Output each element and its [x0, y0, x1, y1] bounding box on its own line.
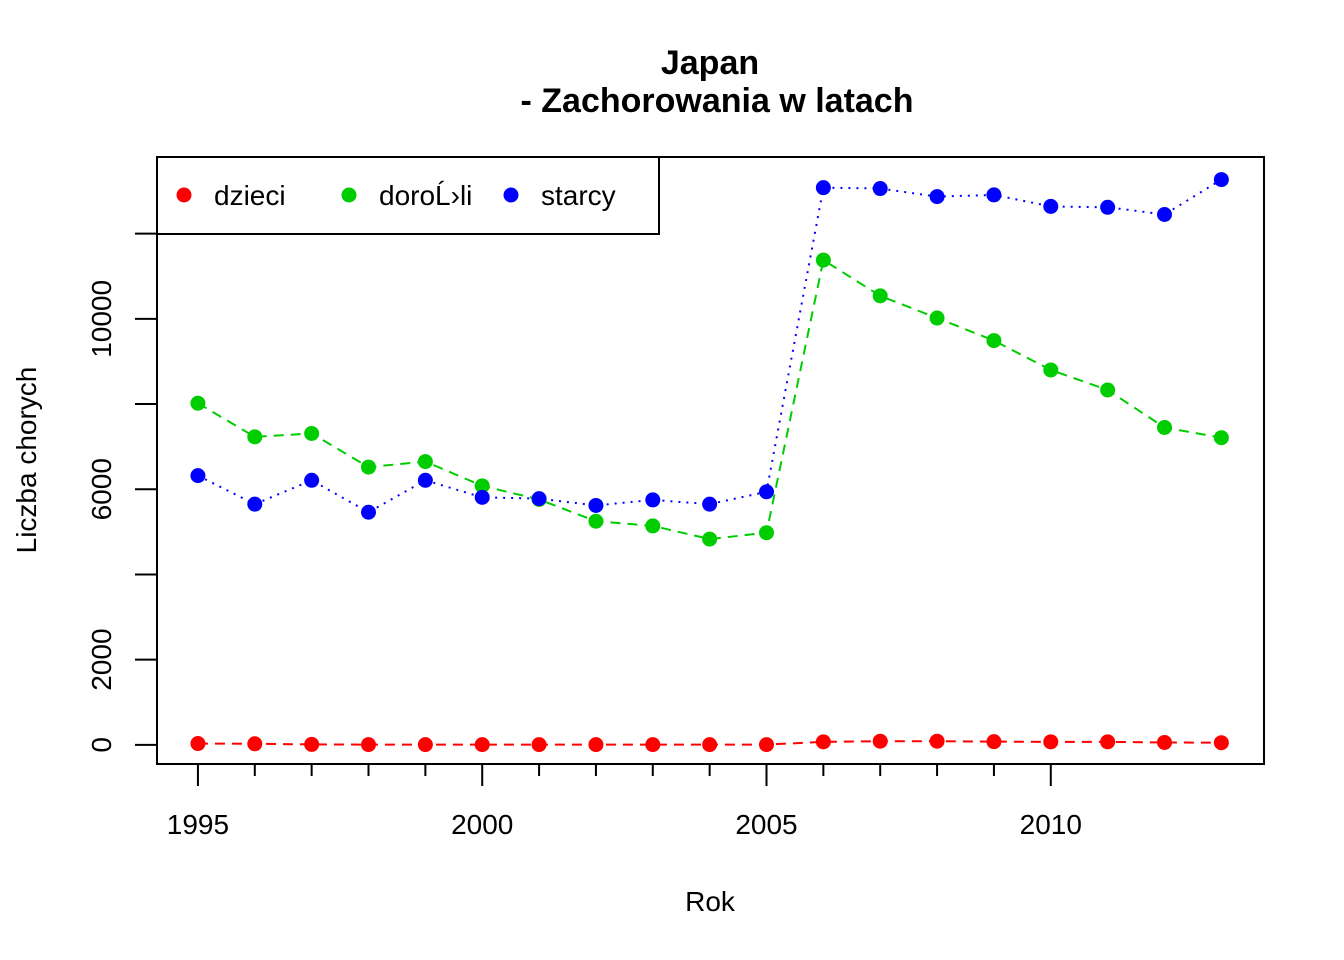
- x-tick-label-1995: 1995: [167, 809, 229, 840]
- legend-label: doroĹ›li: [379, 180, 472, 211]
- data-point: [304, 736, 320, 752]
- data-point: [190, 395, 206, 411]
- series-starcy: [190, 172, 1229, 520]
- legend-item-starcy: starcy: [503, 180, 616, 211]
- data-point: [1213, 172, 1229, 188]
- y-tick-label-0: 0: [86, 737, 117, 753]
- legend-item-dzieci: dzieci: [176, 180, 286, 211]
- data-point: [1213, 735, 1229, 751]
- data-point: [645, 737, 661, 753]
- y-axis-label: Liczba chorych: [11, 367, 42, 554]
- x-tick-label-2005: 2005: [735, 809, 797, 840]
- data-point: [417, 737, 433, 753]
- data-point: [1213, 430, 1229, 446]
- legend-box: [156, 156, 660, 235]
- data-point: [474, 478, 490, 494]
- y-tick-label-6000: 6000: [86, 458, 117, 520]
- data-point: [1100, 734, 1116, 750]
- data-point: [1043, 198, 1059, 214]
- data-point: [815, 734, 831, 750]
- data-point: [361, 737, 377, 753]
- data-point: [361, 504, 377, 520]
- plot-area-frame: [156, 156, 1265, 765]
- y-tick-label-10000: 10000: [86, 280, 117, 358]
- data-point: [1100, 199, 1116, 215]
- data-point: [304, 472, 320, 488]
- legend-label: starcy: [541, 180, 616, 211]
- data-point: [1043, 362, 1059, 378]
- legend-marker: [503, 187, 519, 203]
- legend-marker: [176, 187, 192, 203]
- legend-marker: [341, 187, 357, 203]
- data-point: [474, 489, 490, 505]
- data-point: [986, 333, 1002, 349]
- legend: dzieci doroĹ›li starcy: [156, 156, 660, 235]
- data-point: [417, 472, 433, 488]
- data-point: [531, 491, 547, 507]
- data-point: [645, 518, 661, 534]
- data-point: [417, 454, 433, 470]
- y-axis: 0 2000 6000 10000: [86, 232, 158, 753]
- data-point: [588, 497, 604, 513]
- x-tick-label-2010: 2010: [1020, 809, 1082, 840]
- x-tick-label-2000: 2000: [451, 809, 513, 840]
- data-point: [247, 496, 263, 512]
- data-point: [929, 733, 945, 749]
- data-point: [190, 736, 206, 752]
- data-point: [474, 737, 490, 753]
- data-point: [588, 737, 604, 753]
- legend-item-doro-li: doroĹ›li: [341, 180, 472, 211]
- data-point: [1157, 734, 1173, 750]
- data-point: [759, 737, 775, 753]
- data-point: [872, 733, 888, 749]
- data-point: [247, 429, 263, 445]
- data-point: [872, 181, 888, 197]
- data-point: [986, 187, 1002, 203]
- series-dzieci: [190, 733, 1229, 753]
- data-point: [759, 525, 775, 541]
- data-point: [361, 459, 377, 475]
- data-point: [531, 737, 547, 753]
- data-point: [1043, 734, 1059, 750]
- data-point: [1157, 419, 1173, 435]
- data-point: [1100, 382, 1116, 398]
- chart-title-line1: Japan: [661, 44, 759, 82]
- chart-title-line2: - Zachorowania w latach: [521, 82, 914, 120]
- data-point: [872, 288, 888, 304]
- data-point: [645, 492, 661, 508]
- data-point: [588, 513, 604, 529]
- data-point: [702, 496, 718, 512]
- x-axis: 1995 2000 2005 2010: [167, 763, 1082, 840]
- legend-label: dzieci: [214, 180, 286, 211]
- data-point: [815, 252, 831, 268]
- x-axis-label: Rok: [685, 886, 736, 917]
- data-point: [1157, 207, 1173, 223]
- data-point: [815, 180, 831, 196]
- data-point: [304, 425, 320, 441]
- data-point: [929, 189, 945, 205]
- data-point: [247, 736, 263, 752]
- y-tick-label-2000: 2000: [86, 628, 117, 690]
- data-point: [929, 310, 945, 326]
- series-layer: [190, 172, 1229, 753]
- data-point: [190, 468, 206, 484]
- data-point: [702, 531, 718, 547]
- data-point: [986, 734, 1002, 750]
- data-point: [702, 737, 718, 753]
- data-point: [759, 484, 775, 500]
